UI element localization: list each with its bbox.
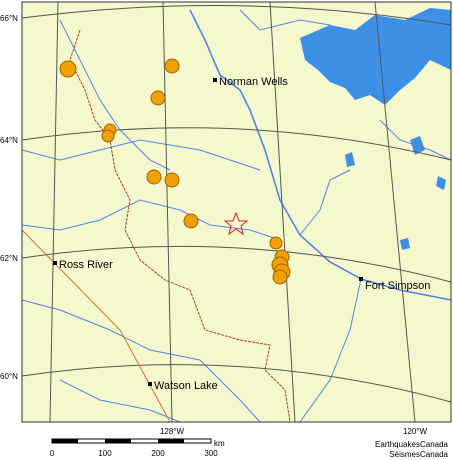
place-label: Ross River — [59, 259, 113, 271]
lon-label: 128°W — [160, 427, 185, 436]
lat-label: 62°N — [0, 254, 18, 263]
lon-label: 120°W — [403, 427, 428, 436]
lat-label: 60°N — [0, 372, 18, 381]
scale-label: 100 — [98, 449, 112, 458]
credit: EarthquakesCanada — [375, 440, 448, 449]
epicenter-star — [223, 211, 249, 236]
credit: SéismesCanada — [389, 450, 448, 459]
scale-label: 300 — [204, 449, 218, 458]
scale-label: 0 — [50, 449, 55, 458]
scale-unit: km — [214, 439, 225, 448]
earthquakes — [59, 58, 291, 285]
border — [69, 29, 291, 423]
place-label: Norman Wells — [219, 76, 288, 88]
lat-label: 64°N — [0, 136, 18, 145]
scale-bar: 0 100 200 300 km — [50, 438, 225, 458]
rivers — [21, 9, 452, 423]
lakes — [300, 8, 451, 250]
lat-label: 66°N — [0, 14, 18, 23]
places: Norman Wells Ross River Fort Simpson Wat… — [53, 76, 430, 392]
place-label: Fort Simpson — [365, 280, 430, 292]
scale-label: 200 — [151, 449, 165, 458]
place-label: Watson Lake — [154, 380, 218, 392]
